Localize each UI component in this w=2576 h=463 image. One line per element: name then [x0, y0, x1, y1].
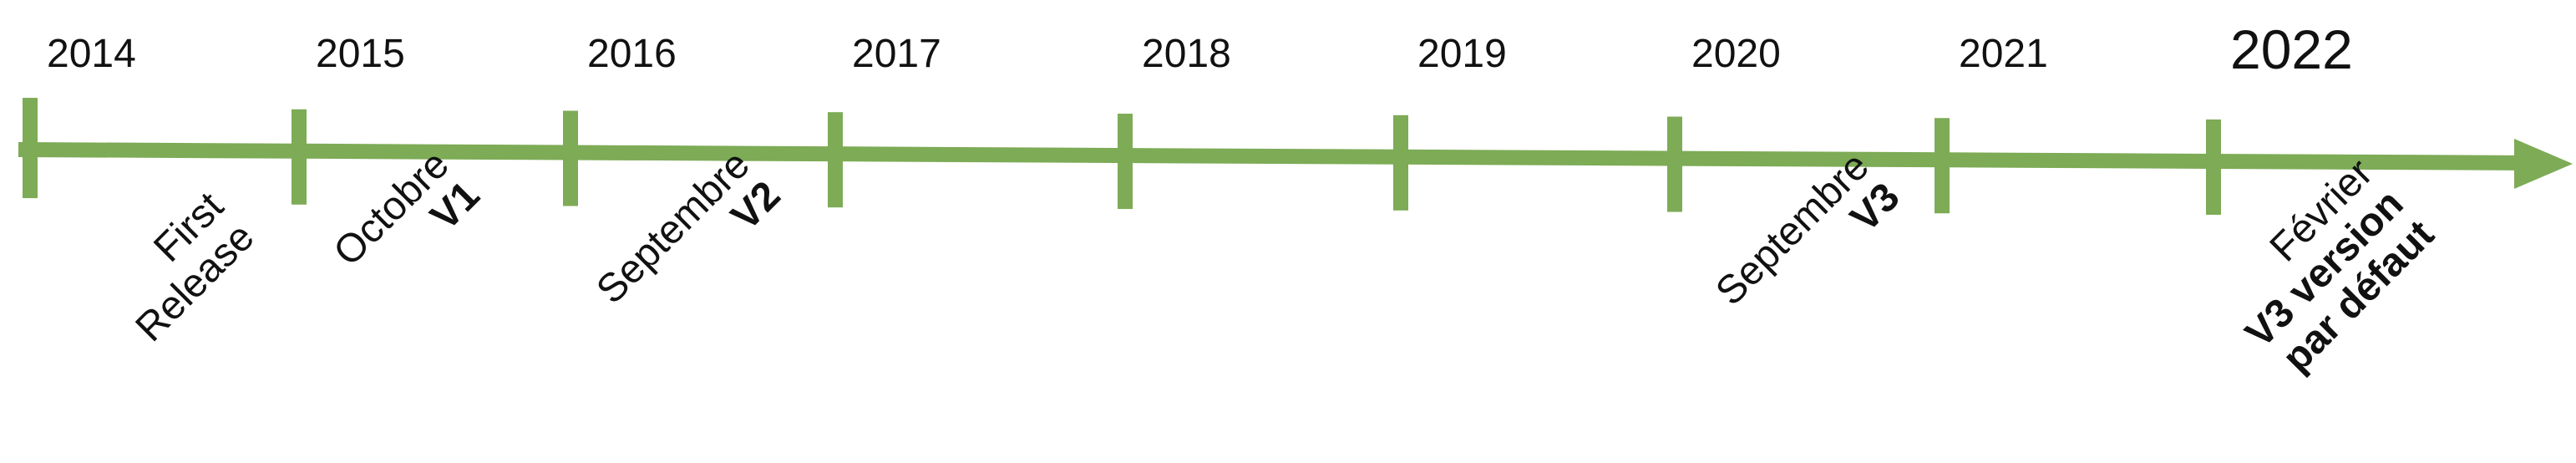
- year-label: 2022: [2230, 18, 2353, 80]
- event-text: Septembre: [588, 142, 758, 313]
- year-label: 2019: [1417, 32, 1507, 76]
- year-tick: [1935, 118, 1950, 214]
- year-label: 2017: [852, 32, 941, 76]
- year-label: 2014: [47, 32, 136, 76]
- event-text: Septembre: [1707, 144, 1878, 314]
- year-tick: [563, 110, 578, 206]
- year-label: 2021: [1959, 32, 2048, 76]
- year-tick: [23, 98, 38, 199]
- year-tick: [828, 112, 843, 208]
- timeline-ticks: [23, 98, 2221, 215]
- year-label: 2018: [1142, 32, 1231, 76]
- year-label: 2015: [316, 32, 405, 76]
- timeline-axis: [18, 139, 2573, 189]
- timeline-line: [18, 142, 2532, 170]
- year-label: 2020: [1691, 32, 1781, 76]
- year-tick: [1393, 114, 1408, 211]
- year-tick: [1667, 116, 1682, 212]
- year-tick: [2206, 119, 2221, 215]
- timeline-arrowhead: [2514, 139, 2573, 189]
- year-tick: [1118, 114, 1133, 210]
- year-label: 2016: [587, 32, 677, 76]
- year-tick: [292, 109, 307, 205]
- year-labels: 2014 2015 2016 2017 2018 2019 2020 2021 2022: [47, 18, 2353, 80]
